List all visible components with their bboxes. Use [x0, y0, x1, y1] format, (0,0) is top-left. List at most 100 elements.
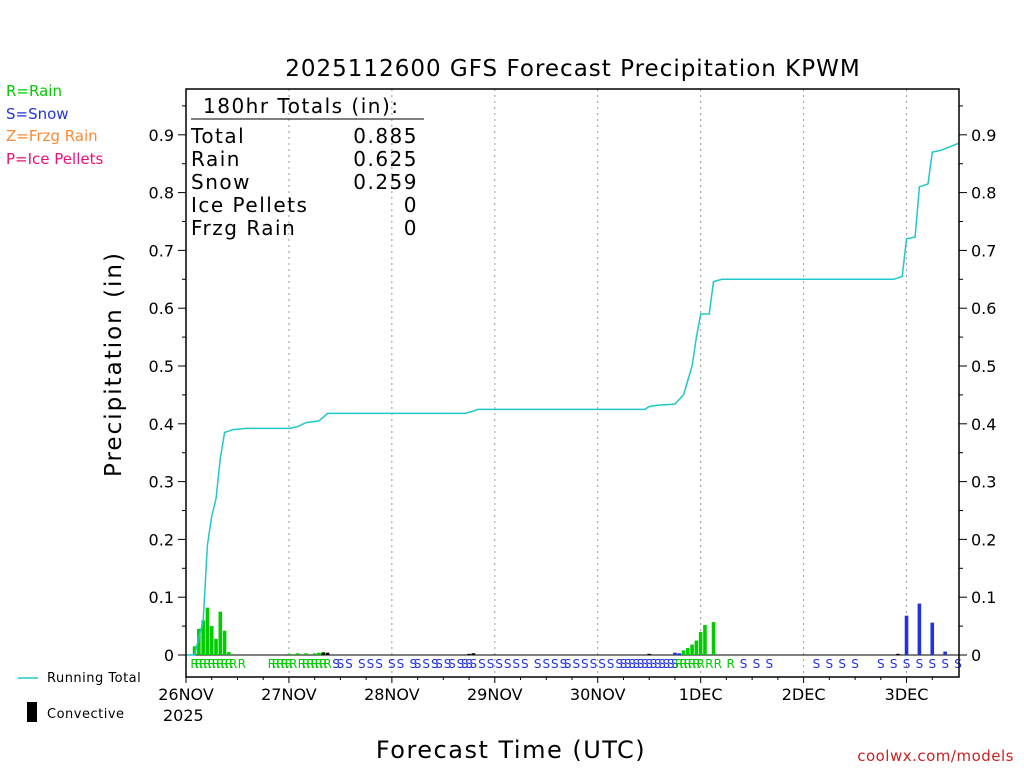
precip-bar-snow — [930, 622, 935, 655]
precip-bar-rain — [681, 650, 686, 655]
chart-title: 2025112600 GFS Forecast Precipitation KP… — [285, 56, 860, 82]
precip-type-label: S — [590, 657, 598, 671]
y-tick-label-left: 0.3 — [149, 473, 174, 492]
totals-value: 0.885 — [353, 124, 418, 148]
plot-frame — [185, 88, 960, 678]
precip-type-label: S — [358, 657, 366, 671]
precip-type-label: S — [332, 657, 340, 671]
precip-bar-snow — [943, 651, 947, 655]
totals-label: Total — [190, 124, 245, 148]
gridlines — [186, 89, 959, 677]
precip-type-label: R — [319, 657, 327, 671]
precip-bar-rain — [312, 653, 317, 655]
legend-convective: Convective — [47, 707, 125, 722]
precip-bar-rain — [304, 653, 308, 655]
y-tick-label-left: 0.5 — [149, 357, 174, 376]
y-tick-label-left: 0.6 — [149, 299, 174, 318]
precip-bar-rain — [686, 648, 690, 655]
precip-bar-snow — [917, 603, 922, 655]
precip-type-label: S — [615, 657, 623, 671]
running-total-line — [186, 142, 959, 656]
y-tick-label-right: 0.3 — [971, 473, 996, 492]
precip-type-label: R — [225, 657, 233, 671]
precip-bar-rain — [287, 653, 291, 655]
totals-box: 180hr Totals (in): Total 0.885 Rain 0.625 Sn… — [190, 94, 424, 240]
precip-type-label: S — [851, 657, 859, 671]
year-label: 2025 — [163, 706, 204, 725]
precip-type-label: R — [323, 657, 331, 671]
y-axis-left: 0 0.1 0.2 0.3 0.4 0.5 0.6 0.7 0.8 0.9 — [149, 105, 186, 665]
precip-bar-rain — [317, 652, 321, 655]
precip-bar-snow — [904, 615, 909, 655]
precip-type-label: S — [345, 657, 353, 671]
legend-rain: R=Rain — [6, 82, 62, 100]
precip-bar-rain — [201, 620, 205, 655]
y-tick-label-right: 0.9 — [971, 126, 996, 145]
precip-type-label: R — [238, 657, 246, 671]
precip-type-label: R — [216, 657, 224, 671]
convective-bar — [325, 652, 330, 655]
precip-type-label: S — [641, 657, 649, 671]
precip-type-label: S — [495, 657, 503, 671]
y-tick-label-left: 0 — [164, 646, 174, 665]
precip-bar-rain — [295, 653, 300, 655]
precip-bar-snow — [677, 653, 682, 655]
precip-type-label: S — [903, 657, 911, 671]
precip-bar-rain — [690, 644, 694, 655]
precip-type-label: S — [765, 657, 773, 671]
x-tick-label: 28NOV — [364, 685, 420, 704]
legend-ice-pellets: P=Ice Pellets — [6, 150, 103, 168]
precip-type-label: S — [916, 657, 924, 671]
precip-type-label: S — [448, 657, 456, 671]
legend-frzg-rain: Z=Frzg Rain — [6, 127, 98, 145]
precip-type-label: R — [684, 657, 692, 671]
x-tick-label: 2DEC — [782, 685, 826, 704]
precip-bar-rain — [222, 630, 227, 655]
x-tick-label: 27NOV — [261, 685, 317, 704]
precip-type-label: S — [542, 657, 550, 671]
x-tick-label: 29NOV — [467, 685, 523, 704]
precip-type-label: S — [534, 657, 542, 671]
precip-type-label: S — [607, 657, 615, 671]
precip-type-label: S — [628, 657, 636, 671]
precip-type-label: R — [285, 657, 293, 671]
precip-bar-rain — [711, 622, 716, 655]
precip-type-label: S — [826, 657, 834, 671]
precip-type-label: R — [208, 657, 216, 671]
totals-label: Snow — [191, 170, 251, 194]
totals-value: 0 — [404, 216, 418, 240]
precip-bar-rain — [703, 624, 707, 655]
y-tick-label-left: 0.4 — [149, 415, 174, 434]
precip-type-label: S — [671, 657, 679, 671]
x-tick-label: 26NOV — [158, 685, 214, 704]
precip-type-label: S — [564, 657, 572, 671]
precip-type-label: S — [654, 657, 662, 671]
convective-bar — [467, 653, 471, 655]
precip-type-label: S — [645, 657, 653, 671]
totals-label: Frzg Rain — [191, 216, 296, 240]
y-tick-label-left: 0.9 — [149, 126, 174, 145]
precip-type-label: S — [877, 657, 885, 671]
precip-type-label: S — [470, 657, 478, 671]
precip-type-label: S — [740, 657, 748, 671]
precip-type-label: S — [560, 657, 568, 671]
precip-type-label: R — [268, 657, 276, 671]
precip-bar-rain — [214, 638, 218, 655]
precip-bar-rain — [694, 640, 699, 655]
totals-label: Ice Pellets — [191, 193, 308, 217]
y-tick-label-right: 0.8 — [971, 184, 996, 203]
precip-type-label: S — [512, 657, 520, 671]
precip-type-label: R — [692, 657, 700, 671]
precip-type-label: S — [572, 657, 580, 671]
precip-type-label: R — [310, 657, 318, 671]
y-axis-right: 0 0.1 0.2 0.3 0.4 0.5 0.6 0.7 0.8 0.9 — [959, 105, 996, 665]
convective-bar — [321, 652, 326, 655]
precip-type-label: R — [688, 657, 696, 671]
precip-type-label: S — [551, 657, 559, 671]
precip-type-label: R — [272, 657, 280, 671]
precip-type-label: S — [620, 657, 628, 671]
precip-type-label: R — [190, 657, 198, 671]
precip-type-label: S — [928, 657, 936, 671]
precip-bar-rain — [209, 626, 214, 655]
y-tick-label-left: 0.8 — [149, 184, 174, 203]
